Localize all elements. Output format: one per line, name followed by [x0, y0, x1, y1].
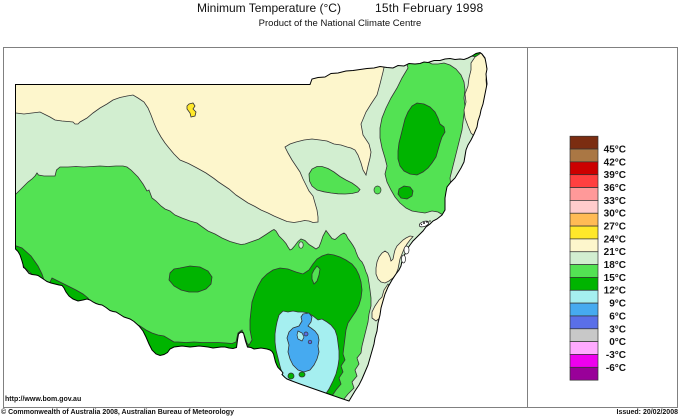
svg-text:6°C: 6°C: [609, 311, 626, 322]
svg-text:12°C: 12°C: [604, 286, 626, 297]
svg-text:39°C: 39°C: [604, 170, 626, 181]
svg-text:21°C: 21°C: [604, 247, 626, 258]
svg-text:18°C: 18°C: [604, 260, 626, 271]
svg-text:36°C: 36°C: [604, 183, 626, 194]
svg-text:0°C: 0°C: [609, 337, 626, 348]
svg-text:30°C: 30°C: [604, 209, 626, 220]
svg-text:3°C: 3°C: [609, 324, 626, 335]
svg-text:42°C: 42°C: [604, 157, 626, 168]
svg-text:9°C: 9°C: [609, 299, 626, 310]
svg-text:45°C: 45°C: [604, 145, 626, 156]
svg-text:-6°C: -6°C: [606, 363, 626, 374]
svg-text:33°C: 33°C: [604, 196, 626, 207]
svg-text:24°C: 24°C: [604, 234, 626, 245]
svg-text:15°C: 15°C: [604, 273, 626, 284]
svg-text:27°C: 27°C: [604, 222, 626, 233]
svg-text:-3°C: -3°C: [606, 350, 626, 361]
